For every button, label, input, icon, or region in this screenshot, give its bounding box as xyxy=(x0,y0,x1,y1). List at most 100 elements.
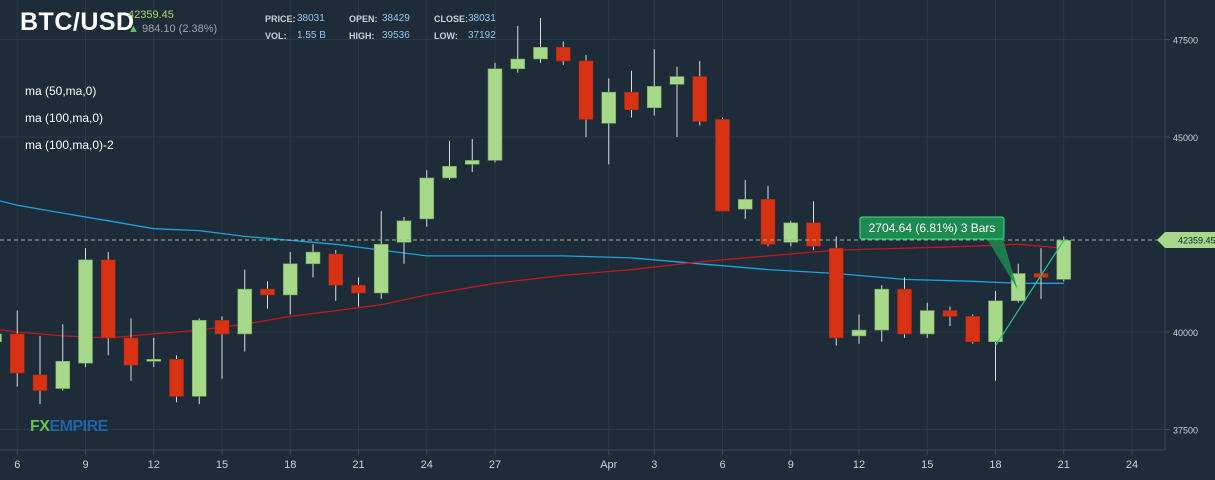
candle-down[interactable] xyxy=(624,91,639,111)
candle-up[interactable] xyxy=(396,220,412,243)
x-tick-label: 27 xyxy=(489,459,501,471)
candle-down[interactable] xyxy=(169,358,184,397)
y-tick-label: 47500 xyxy=(1173,36,1198,46)
x-tick-label: 18 xyxy=(284,459,296,471)
candle-down[interactable] xyxy=(965,316,981,343)
stat-close-value: 38031 xyxy=(468,13,496,24)
candle-up[interactable] xyxy=(646,86,662,109)
candle-down[interactable] xyxy=(32,374,48,391)
logo-empire: EMPIRE xyxy=(49,418,108,435)
fxempire-logo: FXEMPIRE xyxy=(30,418,108,436)
x-tick-label: 15 xyxy=(921,459,933,471)
candle-down[interactable] xyxy=(9,333,25,374)
candle-down[interactable] xyxy=(123,337,139,366)
stat-high-value: 39536 xyxy=(382,30,410,41)
candle-up[interactable] xyxy=(783,222,799,243)
candle-up[interactable] xyxy=(55,360,71,389)
x-tick-label: 6 xyxy=(14,459,20,471)
x-tick-label: 24 xyxy=(421,459,433,471)
last-price: 42359.45 xyxy=(128,9,174,21)
candle-up[interactable] xyxy=(533,46,548,60)
candle-down[interactable] xyxy=(351,284,366,294)
price-tag-shape xyxy=(1157,231,1215,248)
x-tick-label: 6 xyxy=(719,459,725,471)
y-tick-label: 40000 xyxy=(1173,328,1198,338)
ma-line-blue xyxy=(0,200,1064,284)
candle-up[interactable] xyxy=(191,319,207,397)
candle-up[interactable] xyxy=(464,160,480,165)
price-change: ▲ 984.10 (2.38%) xyxy=(128,23,217,35)
x-tick-label: 15 xyxy=(216,459,228,471)
ma-line-red xyxy=(0,243,1064,339)
indicator-ma-100[interactable]: ma (100,ma,0) xyxy=(25,111,104,125)
candle-down[interactable] xyxy=(942,310,958,317)
candle-down[interactable] xyxy=(328,253,344,286)
x-tick-label: 21 xyxy=(1058,459,1070,471)
stat-close-label: CLOSE: xyxy=(434,14,469,24)
candle-up[interactable] xyxy=(146,358,162,362)
candle-down[interactable] xyxy=(692,76,708,122)
x-tick-label: 3 xyxy=(651,459,657,471)
up-arrow-icon: ▲ xyxy=(128,23,139,35)
candle-up[interactable] xyxy=(510,58,526,70)
measure-line xyxy=(994,240,1065,346)
candle-up[interactable] xyxy=(305,251,321,265)
candle-down[interactable] xyxy=(100,259,116,339)
price-change-value: 984.10 (2.38%) xyxy=(141,23,218,35)
x-tick-label: 9 xyxy=(788,459,794,471)
candle-up[interactable] xyxy=(487,68,503,161)
candle-down[interactable] xyxy=(214,319,230,335)
stat-price-value: 38031 xyxy=(297,13,325,24)
candle-down[interactable] xyxy=(555,46,571,62)
x-tick-label: 12 xyxy=(853,459,865,471)
candle-up[interactable] xyxy=(442,165,457,179)
indicator-ma-50[interactable]: ma (50,ma,0) xyxy=(25,84,97,98)
measure-label-box[interactable] xyxy=(859,216,1005,240)
candle-up[interactable] xyxy=(78,259,93,364)
candle-up[interactable] xyxy=(851,329,867,337)
candle-up[interactable] xyxy=(373,243,389,294)
y-tick-label: 37500 xyxy=(1173,426,1198,436)
candle-up[interactable] xyxy=(282,263,298,296)
overlays: 2704.64 (6.81%) 3 Bars xyxy=(0,216,1165,346)
x-tick-label: Apr xyxy=(600,459,617,471)
x-tick-label: 18 xyxy=(989,459,1001,471)
measure-pointer xyxy=(979,226,1018,290)
candle-down[interactable] xyxy=(897,288,912,335)
ticker-symbol: BTC/USD xyxy=(20,8,135,36)
candle-up[interactable] xyxy=(1056,240,1072,280)
candle-down[interactable] xyxy=(260,288,275,296)
candle-up[interactable] xyxy=(0,333,2,343)
stat-open-value: 38429 xyxy=(382,13,410,24)
candle-down[interactable] xyxy=(806,222,821,247)
candle-down[interactable] xyxy=(828,247,844,339)
stat-open-label: OPEN: xyxy=(349,14,378,24)
candle-up[interactable] xyxy=(669,76,685,85)
logo-fx: FX xyxy=(30,418,50,435)
x-tick-label: 21 xyxy=(352,459,364,471)
stat-low-label: LOW: xyxy=(434,31,458,41)
candles xyxy=(0,18,1072,405)
candle-up[interactable] xyxy=(419,177,435,220)
x-tick-label: 9 xyxy=(82,459,88,471)
x-tick-label: 24 xyxy=(1126,459,1138,471)
candle-down[interactable] xyxy=(760,199,776,245)
indicator-ma-100-2[interactable]: ma (100,ma,0)-2 xyxy=(25,138,114,152)
price-tag-label: 42359.45 xyxy=(1178,235,1215,245)
candle-up[interactable] xyxy=(988,300,1003,343)
x-tick-label: 12 xyxy=(148,459,160,471)
stat-vol-label: VOL: xyxy=(265,31,287,41)
candle-up[interactable] xyxy=(919,310,935,335)
candle-down[interactable] xyxy=(715,119,730,212)
candle-up[interactable] xyxy=(737,199,753,210)
candle-up[interactable] xyxy=(237,288,253,335)
y-tick-label: 45000 xyxy=(1173,133,1198,143)
candle-up[interactable] xyxy=(601,91,617,124)
moving-averages xyxy=(0,200,1064,339)
candle-down[interactable] xyxy=(578,60,594,120)
stat-low-value: 37192 xyxy=(468,30,496,41)
candle-up[interactable] xyxy=(874,288,890,331)
